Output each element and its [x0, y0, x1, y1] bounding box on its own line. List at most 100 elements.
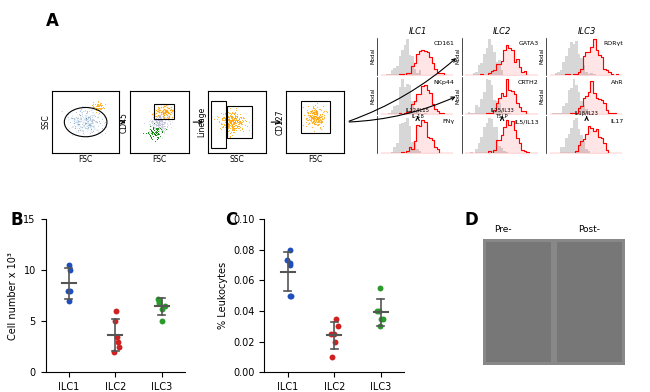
Point [302, 109, 313, 116]
Point [318, 115, 329, 122]
Point [81, 125, 92, 131]
Point [92, 119, 102, 125]
Point [88, 104, 98, 110]
Point [67, 124, 77, 131]
Point [156, 117, 166, 123]
Point [224, 121, 235, 127]
Point [152, 120, 162, 127]
Point [141, 130, 151, 136]
Point [307, 113, 317, 120]
Point [83, 124, 94, 131]
Point [84, 109, 94, 115]
Point [51, 119, 62, 125]
Point [330, 331, 340, 337]
Point [73, 109, 83, 115]
Point [77, 109, 87, 116]
Bar [480, 63, 483, 74]
Point [153, 121, 163, 127]
Bar [419, 151, 421, 153]
Point [74, 121, 85, 127]
Point [155, 117, 165, 123]
Point [153, 123, 163, 130]
Point [76, 116, 86, 122]
Point [150, 111, 161, 117]
Point [150, 116, 161, 122]
Point [161, 126, 172, 132]
Point [220, 124, 231, 130]
Point [159, 106, 169, 113]
Point [81, 119, 92, 125]
Point [224, 114, 234, 121]
Point [222, 117, 232, 123]
Point [88, 106, 98, 112]
Point [315, 125, 326, 131]
Point [230, 120, 240, 126]
Point [301, 119, 311, 125]
Point [220, 116, 231, 122]
Point [155, 120, 165, 126]
Point [153, 109, 164, 115]
Point [62, 114, 73, 120]
Point [88, 122, 98, 129]
Point [305, 112, 315, 118]
Point [84, 120, 94, 126]
Point [68, 118, 78, 125]
Point [83, 123, 93, 129]
Point [224, 121, 235, 127]
Point [318, 112, 329, 118]
Point [87, 120, 98, 126]
Point [155, 123, 166, 129]
Bar [580, 102, 583, 114]
Point [235, 120, 245, 126]
Point [83, 118, 94, 125]
Point [103, 125, 113, 131]
Point [285, 292, 295, 299]
Point [148, 111, 159, 118]
Point [157, 122, 167, 128]
Point [151, 119, 162, 125]
Point [80, 117, 90, 123]
Point [374, 308, 384, 314]
Point [73, 115, 84, 122]
Point [86, 115, 96, 121]
Point [145, 126, 155, 132]
Point [316, 126, 326, 132]
Point [68, 109, 78, 116]
Point [150, 132, 160, 138]
Point [75, 116, 85, 122]
Point [227, 121, 237, 127]
Point [145, 132, 155, 138]
Point [144, 128, 155, 134]
Point [153, 116, 163, 123]
Point [306, 113, 316, 120]
Point [228, 120, 239, 126]
Point [148, 123, 159, 130]
Point [231, 116, 241, 122]
Point [147, 119, 157, 125]
Point [154, 124, 164, 130]
Point [149, 114, 159, 121]
Point [229, 125, 239, 132]
Point [159, 127, 169, 134]
Point [307, 107, 317, 114]
Point [85, 118, 96, 124]
Point [154, 120, 164, 126]
Point [224, 119, 235, 125]
Point [318, 116, 329, 123]
Point [81, 122, 92, 128]
Point [74, 119, 85, 125]
Point [160, 125, 170, 131]
Point [224, 110, 234, 116]
Point [146, 122, 156, 129]
Point [227, 120, 238, 127]
Point [220, 116, 231, 122]
Point [309, 111, 320, 118]
Point [147, 120, 157, 126]
Point [228, 126, 239, 132]
Point [223, 120, 233, 126]
Point [79, 116, 90, 122]
Point [79, 113, 90, 119]
Point [229, 115, 239, 121]
Bar [480, 99, 483, 114]
Point [149, 117, 159, 123]
